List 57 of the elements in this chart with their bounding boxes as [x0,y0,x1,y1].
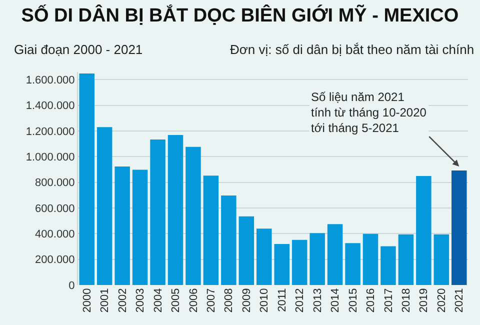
x-tick-label: 2016 [365,288,378,313]
x-tick-label: 2019 [418,288,430,313]
text: Đơn vị: số di dân bị bắt theo năm tài chính [230,42,474,57]
chart-title: SỐ DI DÂN BỊ BẮT DỌC BIÊN GIỚI MỸ - MEXICO [21,3,459,26]
bar [221,195,236,285]
bar [327,224,343,285]
chart-subtitle: Giai đoạn 2000 - 2021 [14,42,143,57]
x-tick-label: 2012 [294,288,306,313]
bar [362,234,378,285]
x-tick-label: 2018 [400,288,413,313]
x-tick-label: 2002 [116,288,129,313]
x-tick-label: 2014 [330,288,342,313]
bar [150,139,166,285]
bar [434,234,450,285]
bar [114,166,130,285]
bar [186,146,201,285]
x-tick-label: 2004 [152,288,164,313]
bar [79,74,94,285]
x-tick-label: 2021 [454,288,466,313]
x-tick-label: 2010 [258,288,271,313]
y-tick-label: 200.000 [35,254,75,266]
bar [398,234,414,285]
y-tick-label: 1.000.000 [26,152,75,164]
x-tick-label: 2020 [436,288,448,313]
y-tick-label: 600.000 [35,202,75,215]
bar [168,135,184,285]
x-tick-label: 2011 [276,288,288,312]
x-tick-label: 2000 [81,288,94,313]
bar [452,170,467,285]
bar [292,240,308,285]
x-tick-label: 2005 [170,288,182,313]
bar [203,176,219,285]
y-tick-label: 0 [68,280,75,292]
y-tick-label: 1.400.000 [26,100,75,112]
x-tick-label: 2009 [240,288,253,313]
bar [96,127,112,285]
y-tick-label: 400.000 [35,228,75,241]
bar [345,243,360,285]
x-tick-label: 2003 [134,288,147,313]
bar [274,244,290,285]
x-tick-label: 2001 [99,288,112,313]
bar [256,228,272,285]
y-tick-label: 800.000 [35,177,75,190]
bar [132,170,148,285]
x-tick-label: 2017 [382,288,395,313]
bar [310,233,325,285]
y-tick-label: 1.600.000 [26,74,75,87]
x-tick-label: 2008 [223,288,236,313]
x-tick-label: 2007 [206,288,218,313]
x-tick-label: 2006 [188,288,200,313]
bar [380,246,396,285]
y-tick-label: 1.200.000 [26,126,75,138]
x-tick-label: 2015 [347,288,360,313]
bar [238,216,254,285]
bar [416,176,432,285]
annotation: Số liệu năm 2021 tính từ tháng 10-2020 tới tháng 5-2021 [311,90,427,136]
x-tick-label: 2013 [312,288,324,313]
